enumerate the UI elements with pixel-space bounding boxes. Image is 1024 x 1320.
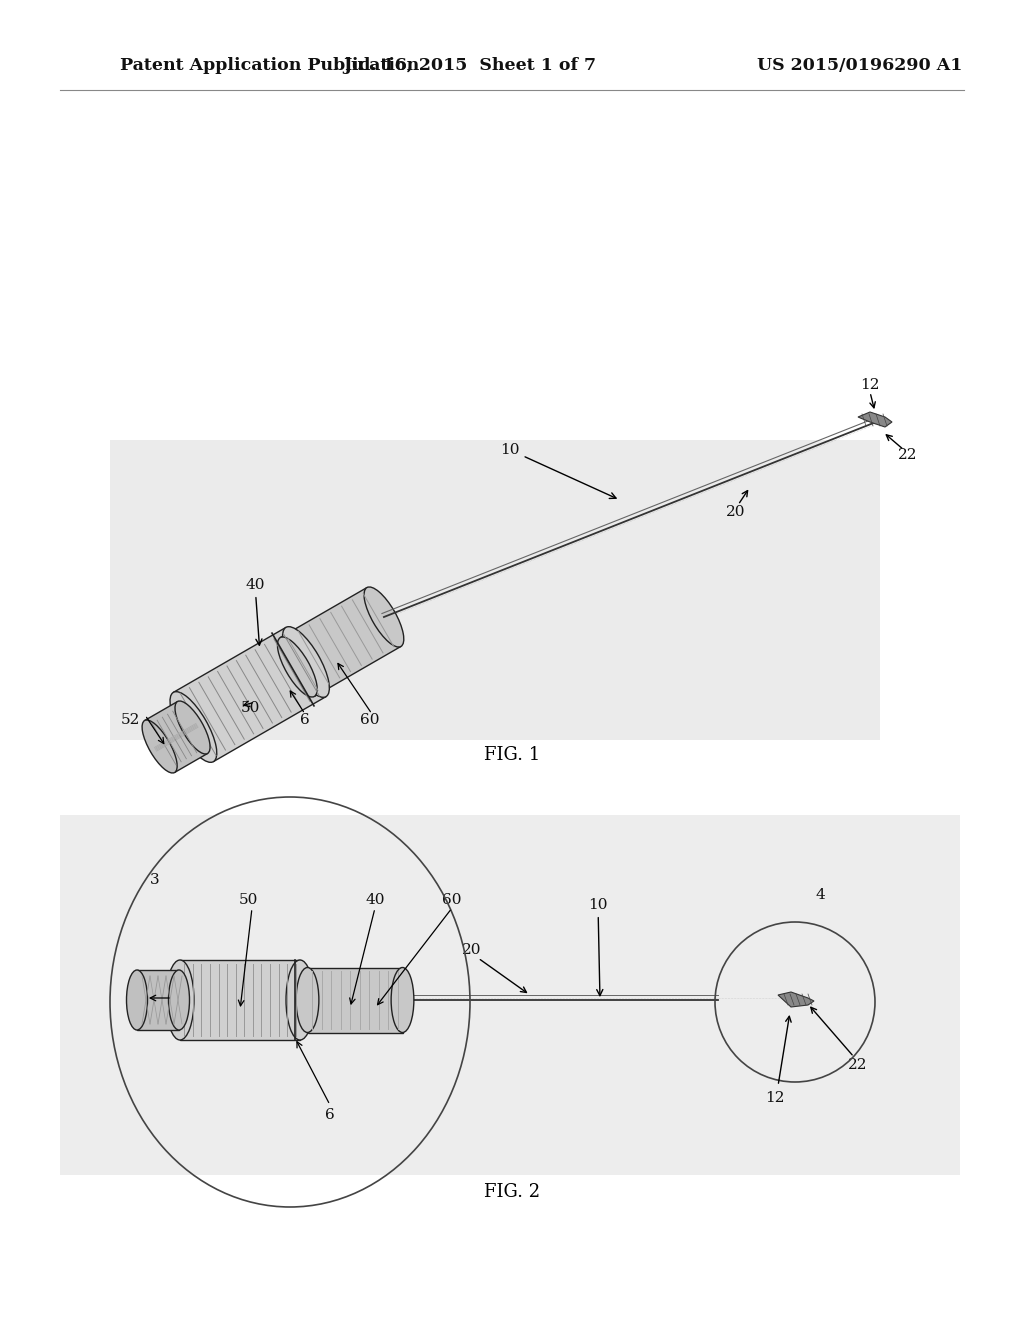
- Polygon shape: [144, 701, 208, 772]
- Text: 52: 52: [147, 991, 167, 1005]
- Ellipse shape: [391, 968, 414, 1032]
- Polygon shape: [173, 627, 326, 762]
- Text: 40: 40: [366, 894, 385, 907]
- Text: FIG. 2: FIG. 2: [484, 1183, 540, 1201]
- Text: 20: 20: [726, 506, 745, 519]
- Bar: [110, 440, 880, 741]
- Ellipse shape: [170, 692, 217, 763]
- Text: 60: 60: [360, 713, 380, 727]
- Polygon shape: [137, 970, 179, 1030]
- Text: Jul. 16, 2015  Sheet 1 of 7: Jul. 16, 2015 Sheet 1 of 7: [343, 57, 597, 74]
- Polygon shape: [307, 968, 402, 1032]
- Ellipse shape: [296, 968, 318, 1032]
- Polygon shape: [281, 587, 401, 697]
- Text: 50: 50: [241, 701, 260, 715]
- Ellipse shape: [175, 701, 210, 754]
- Text: 12: 12: [860, 378, 880, 392]
- Text: 40: 40: [246, 578, 265, 645]
- Text: US 2015/0196290 A1: US 2015/0196290 A1: [758, 57, 963, 74]
- Ellipse shape: [278, 638, 317, 697]
- Text: FIG. 1: FIG. 1: [484, 746, 540, 764]
- Ellipse shape: [169, 970, 189, 1030]
- Ellipse shape: [286, 960, 314, 1040]
- Text: 4: 4: [815, 888, 825, 902]
- Text: Patent Application Publication: Patent Application Publication: [120, 57, 419, 74]
- Ellipse shape: [166, 960, 194, 1040]
- Polygon shape: [778, 993, 814, 1007]
- Ellipse shape: [142, 719, 177, 774]
- Text: 10: 10: [588, 898, 608, 995]
- Text: 50: 50: [239, 894, 258, 907]
- Text: 60: 60: [442, 894, 462, 907]
- Text: 10: 10: [501, 444, 616, 499]
- Ellipse shape: [365, 587, 403, 647]
- Text: 22: 22: [898, 447, 918, 462]
- Ellipse shape: [283, 627, 330, 697]
- Bar: [60, 814, 961, 1175]
- Text: 6: 6: [300, 713, 310, 727]
- Text: 22: 22: [848, 1059, 867, 1072]
- Ellipse shape: [127, 970, 147, 1030]
- Polygon shape: [858, 412, 892, 426]
- Text: 20: 20: [462, 942, 481, 957]
- Polygon shape: [180, 960, 300, 1040]
- Text: 3: 3: [151, 873, 160, 887]
- Text: 6: 6: [326, 1107, 335, 1122]
- Text: 12: 12: [765, 1092, 784, 1105]
- Text: 52: 52: [120, 713, 139, 727]
